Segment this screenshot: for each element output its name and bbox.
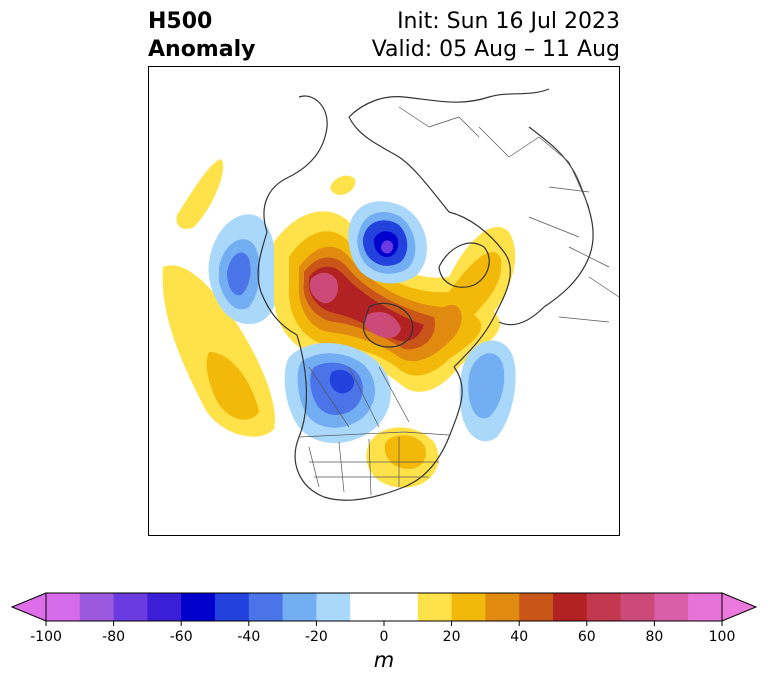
colorbar-bin <box>654 593 689 621</box>
colorbar-bin <box>248 593 284 621</box>
colorbar-tick-label: -40 <box>237 629 260 645</box>
colorbar-bin <box>79 593 115 621</box>
colorbar-tick-label: -60 <box>170 629 193 645</box>
anomaly-positive-canada-core-east <box>363 311 401 338</box>
colorbar-bin <box>519 593 554 621</box>
colorbar-bin <box>282 593 317 621</box>
colorbar-bin <box>113 593 148 621</box>
init-date: Init: Sun 16 Jul 2023 <box>397 9 620 34</box>
colorbar-tick-label: 20 <box>443 629 461 645</box>
colorbar-bin <box>46 593 81 621</box>
colorbar-tick-label: 60 <box>578 629 596 645</box>
anomaly-negative-atlantic-core <box>468 353 505 419</box>
anomaly-positive-alaska-small <box>176 159 224 229</box>
valid-date: Valid: 05 Aug – 11 Aug <box>371 37 620 62</box>
political-borders <box>298 106 619 496</box>
colorbar-bin <box>553 593 588 621</box>
anomaly-negative-gulf-alaska-core <box>227 252 251 296</box>
anomaly-negative-pole-center <box>381 240 394 254</box>
colorbar-over-arrow <box>721 592 758 622</box>
colorbar: -100 -80 -60 -40 -20 0 20 40 60 80 100 <box>10 592 758 645</box>
anomaly-positive-pacific-core <box>206 352 259 420</box>
colorbar-bin <box>181 593 216 621</box>
colorbar-tick-label: 80 <box>645 629 663 645</box>
colorbar-tick-label: -100 <box>30 629 62 645</box>
colorbar-bin <box>417 593 453 621</box>
colorbar-bin <box>451 593 486 621</box>
colorbar-bin <box>147 593 182 621</box>
colorbar-bin <box>688 593 723 621</box>
anomaly-positive-east-us-core <box>384 435 427 469</box>
colorbar-tick-label: 0 <box>380 629 389 645</box>
colorbar-tick-label: 100 <box>709 629 736 645</box>
title-type: Anomaly <box>148 37 256 62</box>
anomaly-map <box>148 66 620 536</box>
anomaly-positive-siberia-small <box>330 175 356 195</box>
colorbar-bin <box>485 593 520 621</box>
colorbar-tick-label: 40 <box>510 629 528 645</box>
colorbar-bin <box>586 593 622 621</box>
map-dates: Init: Sun 16 Jul 2023 Valid: 05 Aug – 11… <box>372 8 620 64</box>
map-title: H500 Anomaly <box>148 8 255 64</box>
colorbar-bin <box>215 593 250 621</box>
colorbar-tick-label: -80 <box>102 629 125 645</box>
colorbar-under-arrow <box>10 592 47 622</box>
colorbar-bin <box>620 593 655 621</box>
anomaly-negative-central-canada-core <box>329 369 355 394</box>
anomaly-positive-canada-core-west <box>309 272 339 304</box>
title-variable: H500 <box>148 9 213 34</box>
map-canvas <box>162 88 619 501</box>
colorbar-bin <box>316 593 351 621</box>
colorbar-bin <box>350 593 419 621</box>
colorbar-tick-label: -20 <box>305 629 328 645</box>
colorbar-unit-label: m <box>373 648 395 672</box>
